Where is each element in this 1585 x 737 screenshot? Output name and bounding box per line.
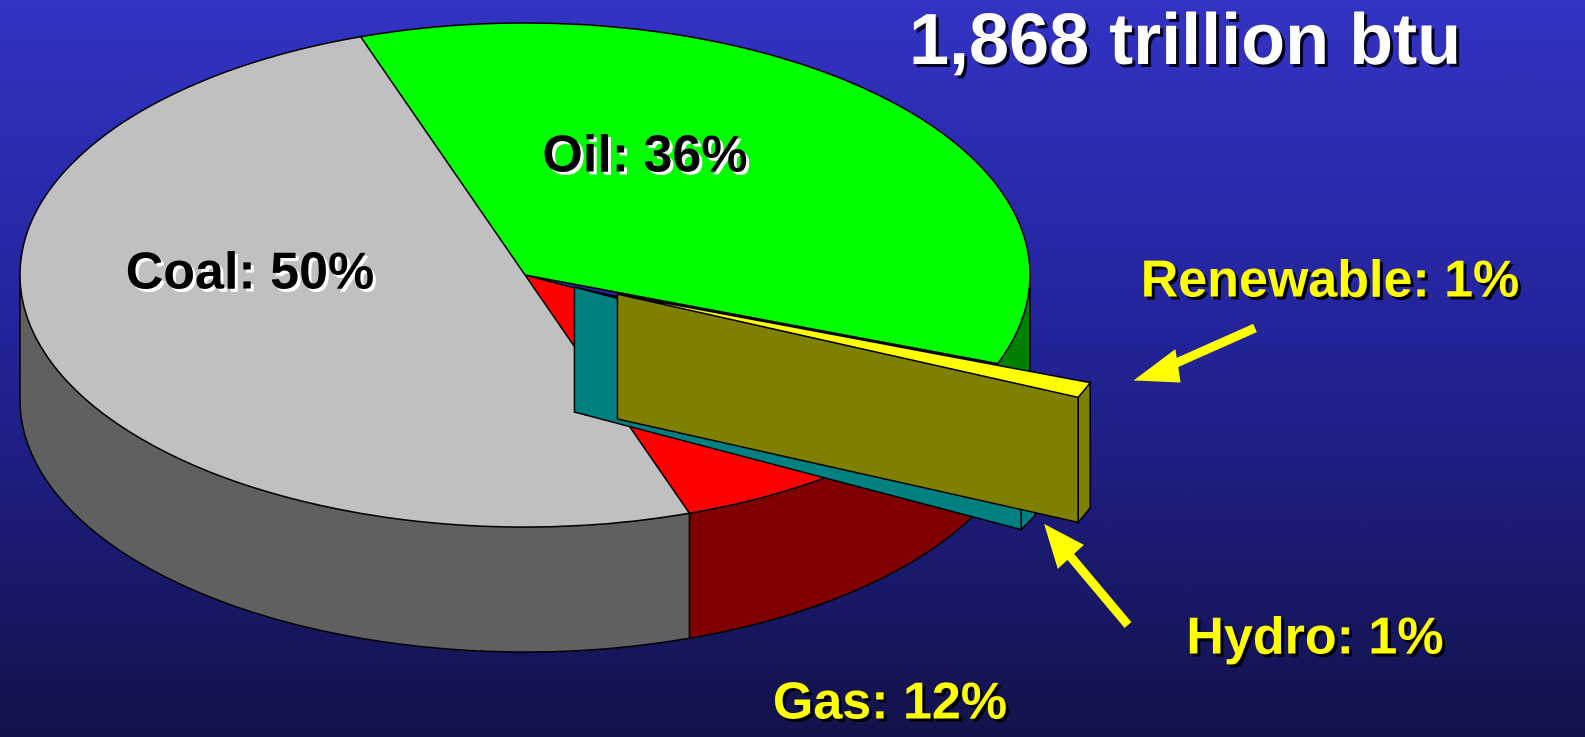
arrow-head xyxy=(1044,524,1084,569)
data-label: Renewable: 1% xyxy=(1141,251,1520,309)
arrow xyxy=(1061,547,1132,628)
arrows xyxy=(1044,323,1257,628)
chart-title: 1,868 trillion btu xyxy=(909,0,1461,80)
arrow-head xyxy=(1133,349,1181,383)
pie-slice xyxy=(617,293,1092,399)
data-label: Gas: 12% xyxy=(773,673,1007,731)
arrow xyxy=(1163,323,1257,373)
pie-slice xyxy=(359,22,1031,365)
pie-slice xyxy=(19,35,691,528)
data-label: Coal: 50% xyxy=(126,243,375,301)
data-label: Oil: 36% xyxy=(542,126,747,184)
data-label: Hydro: 1% xyxy=(1186,608,1443,666)
slice-side xyxy=(1077,380,1091,525)
